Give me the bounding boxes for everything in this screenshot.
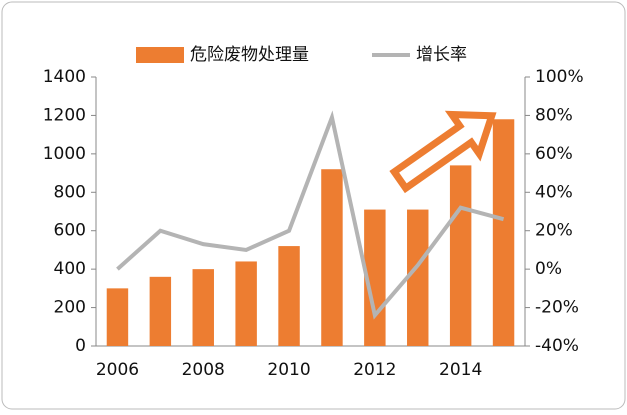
bar — [192, 269, 214, 346]
bar — [149, 276, 172, 346]
line — [116, 110, 505, 320]
legend-label: 增长率 — [416, 45, 467, 65]
y2-tick-label: 20% — [535, 221, 573, 241]
bar — [321, 169, 343, 346]
y2-tick-label: 0% — [535, 259, 562, 279]
x-tick-label: 2010 — [267, 360, 310, 380]
y2-tick-label: 60% — [535, 144, 573, 164]
y-tick-label: 0 — [75, 336, 86, 356]
y2-tick-label: 100% — [535, 67, 584, 87]
y-tick-label: 1000 — [43, 144, 86, 164]
y2-tick-label: 80% — [535, 105, 573, 125]
y-tick-label: 1200 — [43, 105, 86, 125]
x-tick-label: 2008 — [182, 360, 225, 380]
bar — [278, 246, 300, 346]
y2-tick-label: -20% — [535, 298, 579, 318]
y-tick-label: 600 — [54, 221, 86, 241]
bar — [449, 165, 472, 346]
y-tick-label: 1400 — [43, 67, 86, 87]
bar — [235, 261, 257, 346]
x-tick-label: 2012 — [353, 360, 396, 380]
y2-tick-label: -40% — [535, 336, 579, 356]
y2-tick-label: 40% — [535, 182, 573, 202]
bar — [106, 288, 129, 346]
y-tick-label: 200 — [54, 298, 86, 318]
bar — [492, 119, 515, 347]
y-tick-label: 400 — [54, 259, 86, 279]
legend-swatch — [136, 47, 184, 63]
legend-label: 危险废物处理量 — [190, 45, 309, 65]
x-tick-label: 2014 — [439, 360, 482, 380]
arrow-annotation — [389, 110, 497, 194]
bar — [407, 209, 429, 346]
y-tick-label: 800 — [54, 182, 86, 202]
x-tick-label: 2006 — [96, 360, 139, 380]
